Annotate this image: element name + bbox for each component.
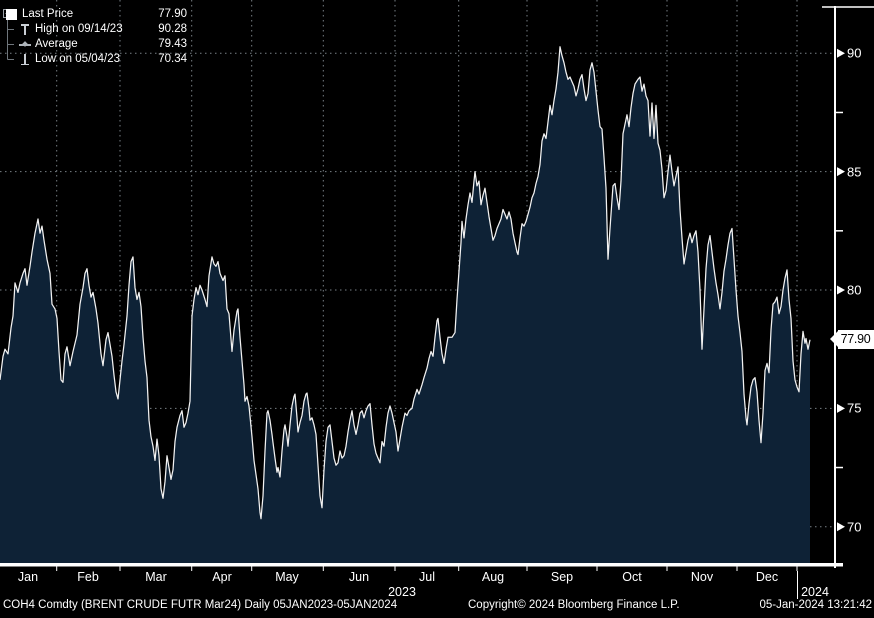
last-price-axis-marker: 77.90	[830, 330, 874, 349]
month-label-nov: Nov	[690, 570, 714, 584]
legend-value: 70.34	[158, 53, 187, 65]
marker-arrow-icon	[830, 330, 839, 348]
average-marker-icon	[18, 38, 31, 51]
legend-value: 79.43	[158, 38, 187, 50]
month-label-feb: Feb	[77, 570, 99, 584]
y-axis-label: 85	[847, 164, 862, 180]
legend-label: Last Price	[22, 8, 74, 20]
bottom-axis-line	[0, 563, 843, 567]
legend-label: Average	[35, 38, 78, 50]
legend-label: Low on 05/04/23	[35, 53, 121, 65]
y-axis-label: 90	[847, 45, 862, 61]
y-axis-label: 75	[847, 400, 862, 416]
month-label-apr: Apr	[212, 570, 232, 584]
last-price-square-icon	[5, 8, 18, 21]
y-tick-arrow-icon	[837, 167, 845, 177]
legend-label: High on 09/14/23	[35, 23, 123, 35]
month-label-jan: Jan	[17, 570, 39, 584]
security-description: COH4 Comdty (BRENT CRUDE FUTR Mar24) Dai…	[3, 599, 398, 611]
month-label-jul: Jul	[419, 570, 435, 584]
timestamp: 05-Jan-2024 13:21:42	[759, 599, 872, 611]
legend-row-last-price[interactable]: Last Price 77.90	[5, 7, 187, 22]
legend-row-low[interactable]: Low on 05/04/23 70.34	[5, 52, 187, 67]
price-line	[0, 46, 811, 520]
copyright-text: Copyright© 2024 Bloomberg Finance L.P.	[468, 599, 680, 611]
last-price-value: 77.90	[840, 332, 871, 346]
y-axis-label: 80	[847, 282, 862, 298]
month-label-aug: Aug	[481, 570, 505, 584]
y-tick-arrow-icon	[837, 285, 845, 295]
high-marker-icon	[18, 23, 31, 36]
y-tick-arrow-icon	[837, 48, 845, 58]
year-label-2023: 2023	[388, 585, 416, 599]
legend-row-high[interactable]: High on 09/14/23 90.28	[5, 22, 187, 37]
price-area-fill	[0, 46, 810, 563]
month-label-may: May	[275, 570, 299, 584]
y-tick-arrow-icon	[837, 522, 845, 532]
month-label-dec: Dec	[755, 570, 779, 584]
low-marker-icon	[18, 53, 31, 66]
y-axis-label: 70	[847, 519, 862, 535]
month-label-jun: Jun	[348, 570, 370, 584]
month-label-oct: Oct	[622, 570, 642, 584]
year-label-2024: 2024	[801, 585, 829, 599]
y-tick-arrow-icon	[837, 403, 845, 413]
month-label-mar: Mar	[145, 570, 167, 584]
legend-value: 90.28	[158, 23, 187, 35]
legend-row-average[interactable]: Average 79.43	[5, 37, 187, 52]
legend-value: 77.90	[158, 8, 187, 20]
month-label-sep: Sep	[550, 570, 574, 584]
chart-legend: Last Price 77.90 High on 09/14/23 90.28 …	[5, 7, 187, 67]
year-separator-line	[797, 571, 798, 599]
